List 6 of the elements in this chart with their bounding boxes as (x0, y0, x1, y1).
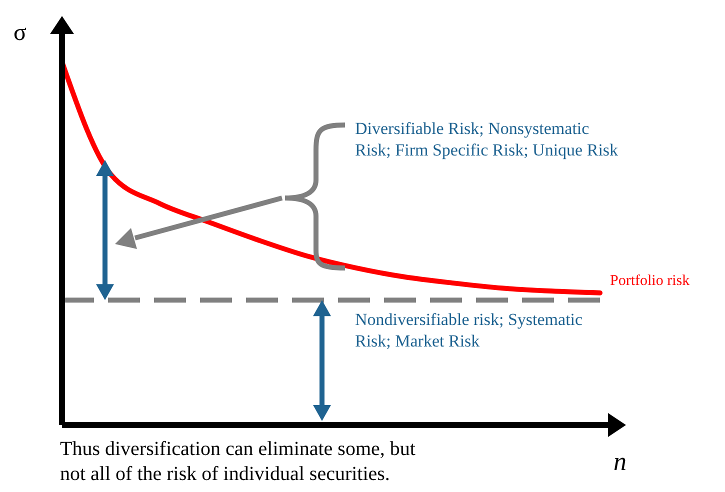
series-label: Portfolio risk (610, 272, 690, 289)
text: Thus diversification can eliminate some, but not all of the risk of individual securities. (60, 438, 416, 485)
annotation: Diversifiable Risk; Nonsystematic Risk; Firm Specific Risk; Unique Risk (355, 119, 619, 160)
x-axis-title: n (614, 447, 626, 476)
y-axis-title: σ (14, 20, 27, 46)
annotation: Nondiversifiable risk; Systematic Risk; Market Risk (355, 310, 584, 350)
